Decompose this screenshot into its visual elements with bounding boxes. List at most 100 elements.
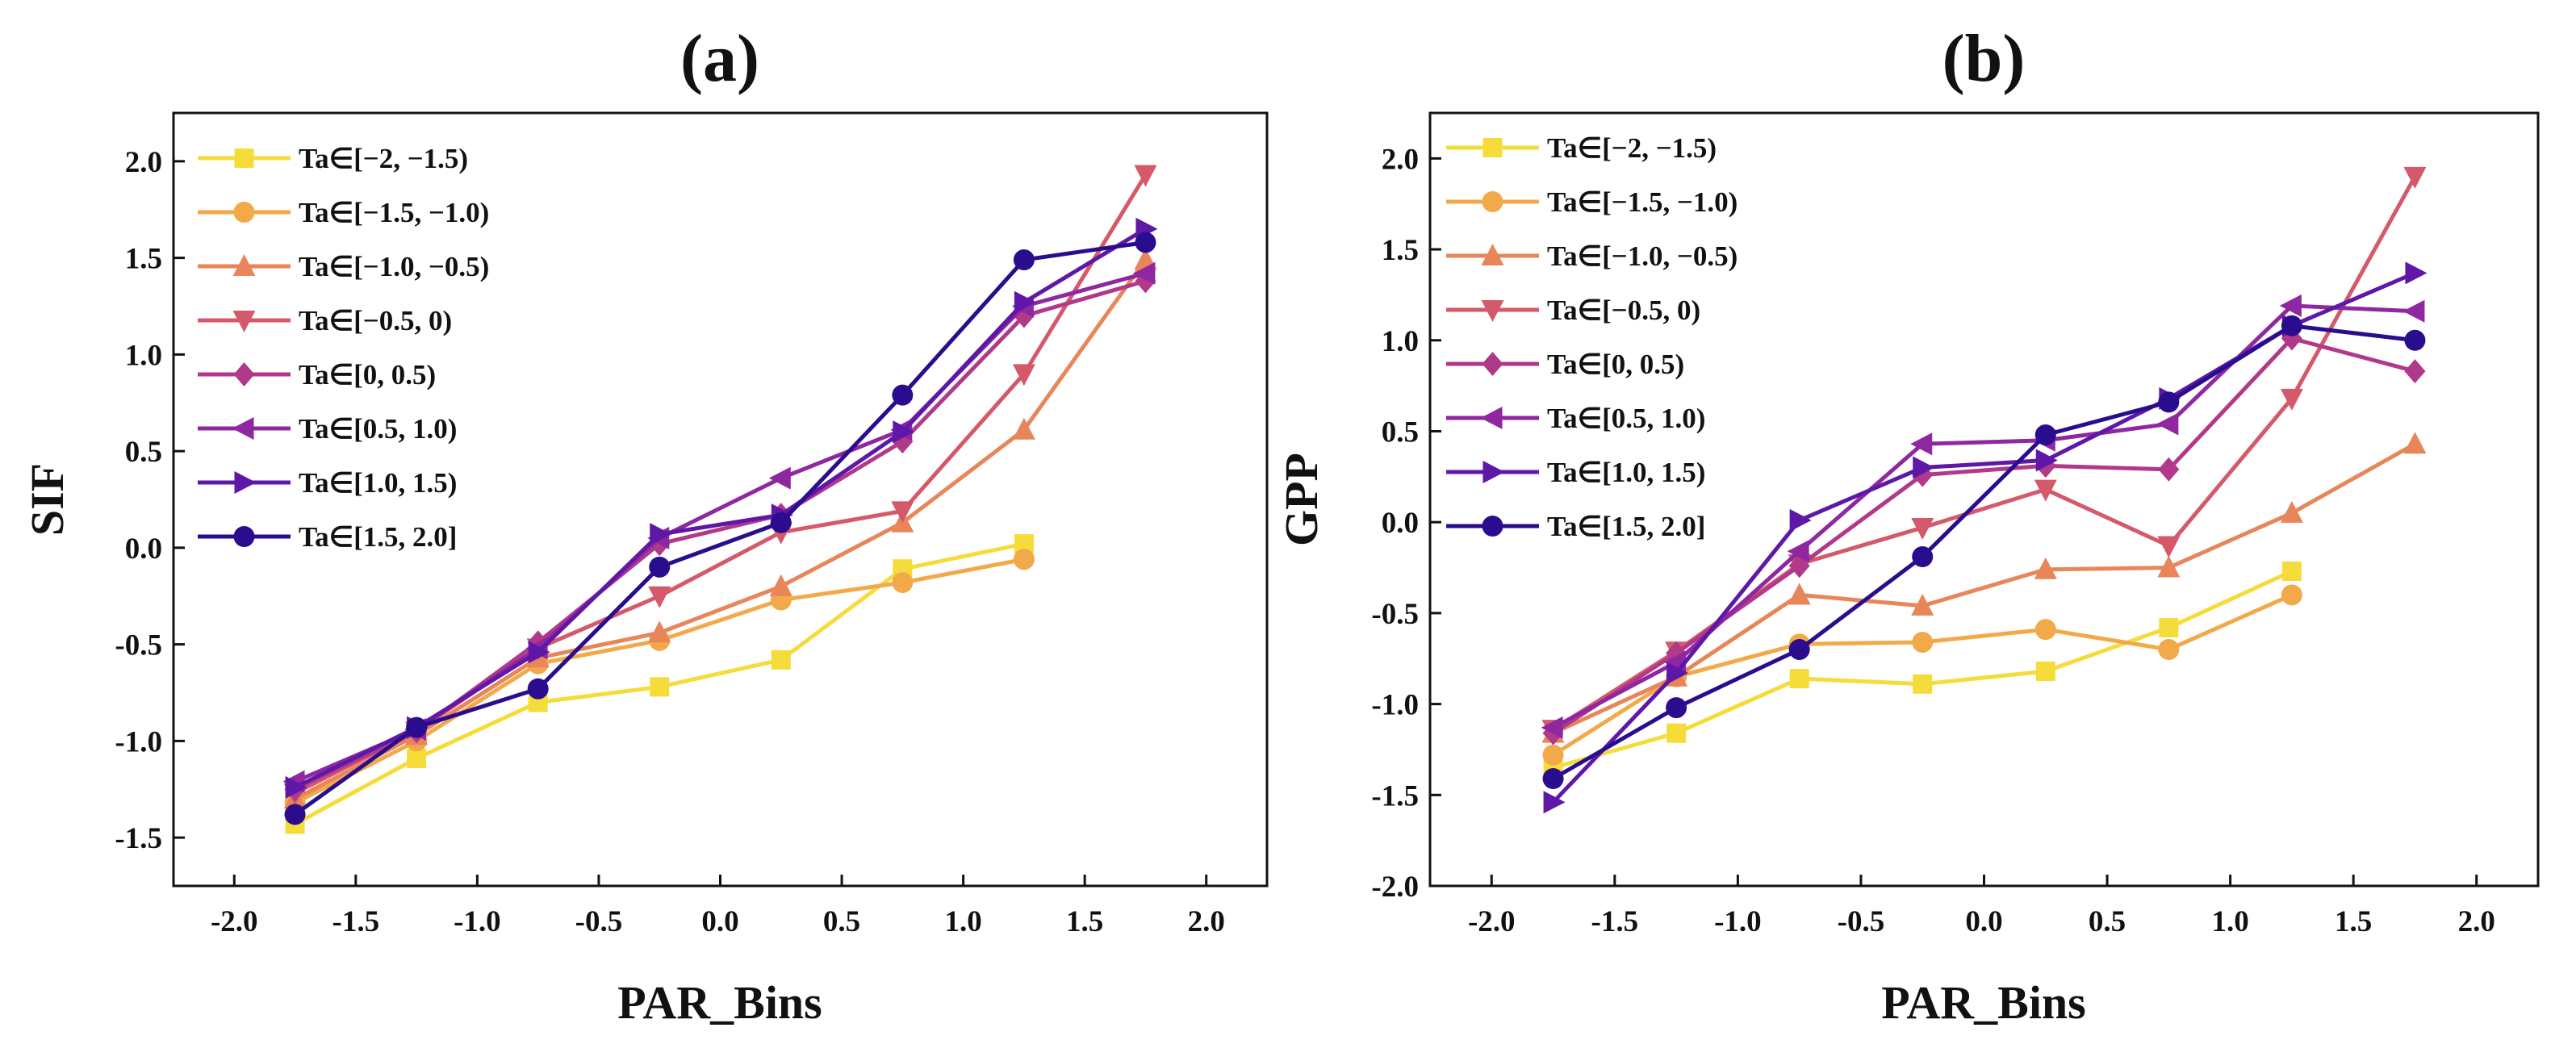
- chart-a-data-point: [407, 748, 427, 768]
- chart-b-x-tick-label: -1.5: [1591, 905, 1639, 938]
- chart-b-x-tick-label: -0.5: [1838, 905, 1885, 938]
- chart-a-data-point: [648, 586, 671, 608]
- chart-b-data-point: [2403, 166, 2427, 189]
- chart-b-legend: Ta∈[−2, −1.5) Ta∈[−1.5, −1.0) Ta∈[−1.0, −0…: [1446, 132, 1738, 542]
- chart-a-y-tick-label: -0.5: [115, 629, 162, 662]
- chart-a-data-point: [528, 641, 550, 664]
- chart-b-data-point: [2035, 662, 2055, 682]
- chart-b-data-point: [1542, 768, 1564, 790]
- chart-a-legend-marker: [233, 202, 255, 223]
- chart-a-data-point: [1014, 290, 1036, 314]
- chart-b-x-tick-label: -2.0: [1468, 905, 1516, 938]
- chart-a-series-line: [294, 240, 1146, 817]
- chart-a-x-tick-label: 1.0: [944, 905, 981, 938]
- chart-b-data-point: [2405, 261, 2428, 285]
- chart-a-data-point: [1135, 232, 1156, 253]
- chart-a-data-point: [1134, 165, 1157, 187]
- chart-a-x-tick-label: -0.5: [575, 905, 623, 938]
- chart-b-legend-marker: [1482, 461, 1505, 483]
- chart-a-legend-marker: [232, 417, 254, 440]
- chart-a-legend-marker: [232, 254, 256, 276]
- chart-b-panel: (b) -2.0 -1.5 -1.0 -0.5 0.0 0.5 1.0 1.5 2.0 -2.0 -1…: [1275, 21, 2540, 1029]
- chart-a-x-axis-label: PAR_Bins: [617, 976, 822, 1029]
- chart-b-y-tick-label: 1.0: [1382, 325, 1419, 358]
- chart-b-x-tick-label: -1.0: [1714, 905, 1762, 938]
- chart-b-data-point: [2281, 584, 2302, 606]
- chart-a-y-tick-label: 2.0: [125, 146, 162, 179]
- chart-b-data-point: [2158, 457, 2180, 482]
- chart-b-legend-marker: [1480, 407, 1503, 429]
- chart-a-legend: Ta∈[−2, −1.5) Ta∈[−1.5, −1.0) Ta∈[−1.0, −0…: [198, 143, 489, 553]
- chart-a-x-tick-label: -1.5: [332, 905, 380, 938]
- chart-b-data-point: [1788, 583, 1811, 605]
- chart-a-data-point: [1012, 364, 1035, 386]
- chart-a-x-tick-label: -2.0: [211, 905, 258, 938]
- chart-a-legend-marker: [233, 362, 255, 386]
- chart-b-data-point: [2035, 449, 2058, 472]
- chart-b-x-axis-label: PAR_Bins: [1881, 976, 2086, 1029]
- chart-b-data-point: [2281, 315, 2302, 336]
- chart-a-x-tick-label: 2.0: [1188, 905, 1225, 938]
- chart-b-legend-label: Ta∈[−2, −1.5): [1547, 132, 1717, 164]
- chart-b-data-point: [1666, 697, 1687, 719]
- chart-a-data-point: [648, 620, 671, 643]
- chart-b-legend-label: Ta∈[1.5, 2.0]: [1547, 511, 1705, 542]
- chart-a-data-point: [769, 574, 792, 596]
- chart-b-data-point: [2279, 294, 2302, 317]
- chart-a-x-tick-label: 0.0: [701, 905, 738, 938]
- chart-b-y-tick-label: -1.0: [1371, 689, 1419, 722]
- chart-b-x-tick-label: 0.0: [1965, 905, 2002, 938]
- chart-a-series-7: [284, 232, 1156, 825]
- chart-b-legend-marker: [1482, 516, 1503, 537]
- chart-a-legend-label: Ta∈[−0.5, 0): [299, 305, 452, 336]
- chart-a-data-point: [284, 804, 306, 825]
- chart-b-legend-marker: [1481, 244, 1504, 265]
- chart-a-legend-label: Ta∈[0, 0.5): [299, 359, 436, 391]
- chart-b-title: (b): [1942, 21, 2026, 96]
- chart-b-legend-label: Ta∈[−1.5, −1.0): [1547, 186, 1738, 218]
- chart-b-data-point: [2156, 412, 2179, 436]
- chart-b-data-point: [2034, 479, 2057, 502]
- chart-b-legend-label: Ta∈[−0.5, 0): [1547, 294, 1700, 326]
- chart-b-legend-marker: [1481, 300, 1504, 322]
- chart-b-data-point: [2280, 388, 2303, 411]
- chart-b-y-tick-label: -2.0: [1371, 871, 1419, 904]
- chart-b-data-point: [2280, 500, 2303, 523]
- chart-b-plot-frame: [1428, 111, 2540, 888]
- chart-b-data-point: [2159, 617, 2179, 637]
- chart-b-y-tick-label: -1.5: [1371, 779, 1419, 812]
- chart-b-y-tick-label: 1.5: [1382, 234, 1419, 267]
- chart-a-data-point: [892, 571, 914, 593]
- chart-b-data-point: [2158, 391, 2180, 413]
- chart-b-data-point: [2158, 638, 2180, 660]
- chart-b-series-line: [1552, 303, 2415, 730]
- chart-a-data-point: [1013, 549, 1035, 570]
- chart-a-legend-marker: [232, 311, 256, 332]
- chart-a-y-tick-label: 1.5: [125, 243, 162, 276]
- chart-b-legend-label: Ta∈[0, 0.5): [1547, 349, 1684, 380]
- chart-a-y-tick-label: 0.0: [125, 533, 162, 566]
- chart-a-data-point: [892, 384, 914, 406]
- chart-b-data-point: [1788, 638, 1810, 660]
- chart-b-data-point: [2157, 536, 2181, 558]
- chart-b-data-point: [1666, 723, 1687, 743]
- chart-a-data-point: [771, 650, 791, 670]
- chart-b-data-point: [1911, 517, 1934, 540]
- chart-a-data-point: [406, 716, 428, 738]
- chart-b-data-point: [2404, 329, 2426, 351]
- chart-b-series-line: [1552, 442, 2416, 735]
- chart-a-legend-marker: [234, 471, 257, 494]
- chart-a-series-line: [294, 227, 1147, 790]
- chart-a-x-tick-label: 0.5: [823, 905, 860, 938]
- chart-b-data-point: [1542, 744, 1564, 766]
- chart-b-legend-label: Ta∈[0.5, 1.0): [1547, 403, 1705, 434]
- chart-b-legend-marker: [1482, 191, 1503, 212]
- chart-b-legend-label: Ta∈[1.0, 1.5): [1547, 457, 1705, 488]
- chart-a-legend-label: Ta∈[−1.5, −1.0): [299, 197, 489, 228]
- chart-b-data-point: [1666, 662, 1689, 685]
- chart-b-series-line: [1552, 336, 2416, 735]
- chart-a-y-tick-label: -1.5: [115, 822, 162, 855]
- chart-b-y-axis-label: GPP: [1275, 453, 1328, 546]
- chart-b-series-line: [1552, 324, 2415, 781]
